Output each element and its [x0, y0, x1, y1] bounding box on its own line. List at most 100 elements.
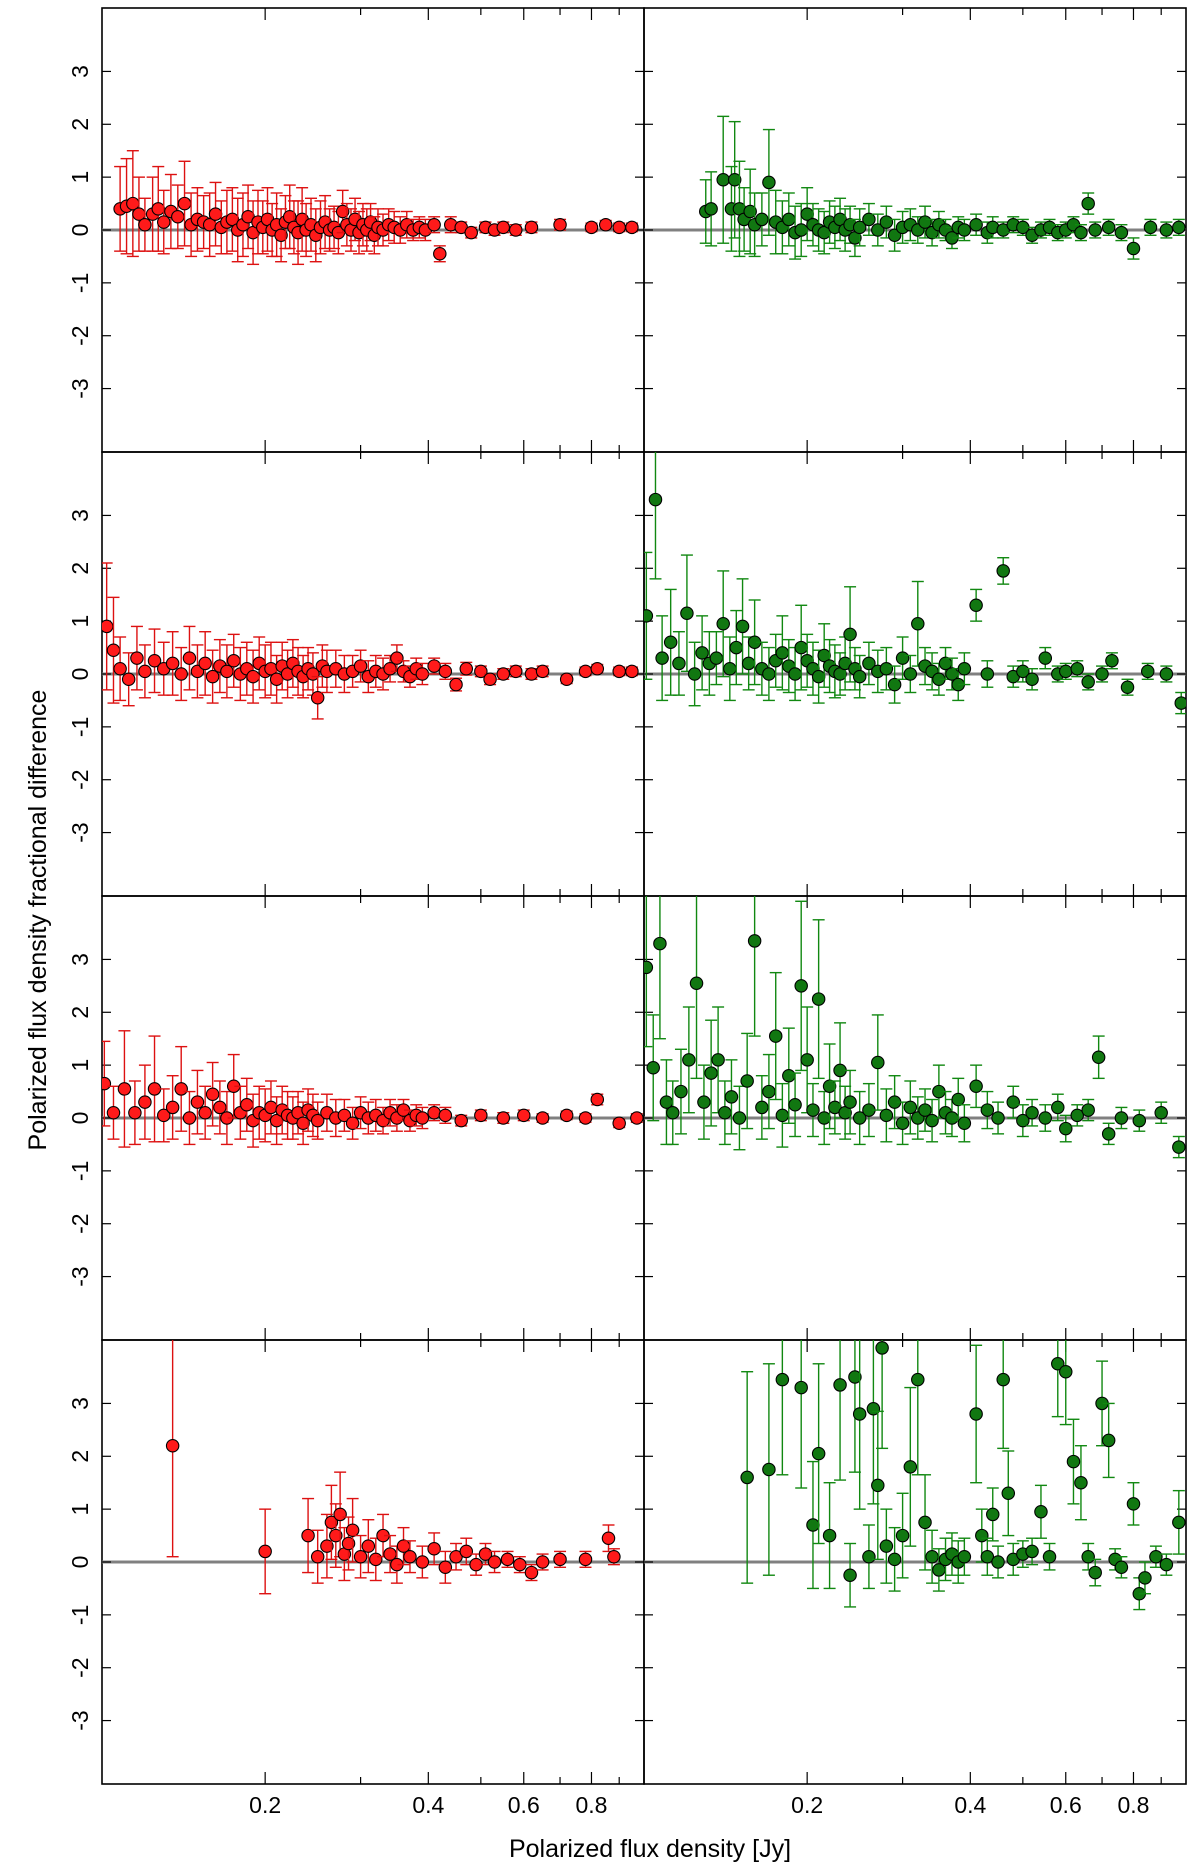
marker — [1159, 1557, 1174, 1572]
data-point — [648, 452, 663, 580]
data-point — [740, 1032, 754, 1130]
marker — [1101, 1433, 1116, 1448]
data-point — [177, 160, 192, 247]
data-point — [1172, 1489, 1186, 1555]
data-point — [848, 1340, 862, 1473]
marker — [727, 173, 742, 187]
marker — [887, 228, 902, 243]
marker — [1172, 220, 1186, 235]
marker — [427, 659, 441, 673]
data-point — [740, 1371, 754, 1584]
data-point — [1101, 1402, 1116, 1479]
data-point — [459, 661, 474, 676]
data-point — [240, 641, 254, 696]
y-tick-label: -3 — [67, 1710, 93, 1730]
marker — [794, 1380, 808, 1395]
data-point — [396, 1526, 411, 1566]
y-tick-label: 3 — [67, 65, 93, 78]
marker — [264, 1100, 278, 1115]
marker — [862, 656, 876, 671]
data-point — [241, 184, 255, 250]
data-point — [653, 896, 667, 1040]
marker — [689, 976, 704, 990]
data-point — [957, 1537, 972, 1576]
marker — [1051, 1357, 1065, 1371]
data-point — [945, 226, 959, 250]
data-point — [644, 551, 654, 680]
marker — [663, 635, 678, 650]
data-point — [1159, 221, 1174, 239]
data-point — [553, 1550, 567, 1568]
data-point — [310, 675, 325, 720]
data-point — [415, 662, 430, 686]
marker — [341, 1536, 356, 1551]
data-point — [113, 636, 127, 702]
data-point — [590, 1092, 605, 1107]
marker — [151, 202, 166, 216]
data-point — [584, 220, 599, 235]
data-point — [449, 677, 463, 692]
marker — [724, 1090, 739, 1104]
y-tick-label: -2 — [67, 1213, 93, 1233]
marker — [682, 1053, 696, 1067]
marker — [337, 1108, 352, 1123]
data-point — [535, 664, 550, 679]
y-tick-label: 0 — [67, 1556, 93, 1569]
marker — [871, 1478, 885, 1493]
data-point — [1016, 1104, 1030, 1138]
marker — [415, 1111, 430, 1125]
data-point — [768, 189, 783, 255]
data-point — [788, 1072, 802, 1138]
marker — [911, 1372, 925, 1387]
marker — [474, 664, 488, 679]
marker — [333, 1507, 347, 1522]
marker — [427, 217, 441, 232]
marker — [1114, 225, 1129, 240]
data-point — [559, 672, 574, 687]
data-point — [427, 657, 441, 675]
marker — [775, 1372, 790, 1387]
data-point — [716, 115, 730, 244]
data-point — [208, 181, 223, 247]
marker — [415, 1555, 430, 1569]
marker — [1070, 661, 1084, 676]
data-point — [190, 1069, 205, 1135]
marker — [716, 173, 730, 187]
marker — [653, 936, 667, 951]
x-tick-label: 0.6 — [1050, 1792, 1082, 1818]
marker — [1172, 1140, 1186, 1154]
data-point — [747, 896, 762, 1037]
marker — [590, 1092, 605, 1107]
marker — [1074, 1475, 1088, 1490]
marker — [198, 656, 212, 671]
data-point — [1059, 662, 1073, 680]
marker — [553, 217, 567, 232]
data-point — [875, 1340, 889, 1450]
marker — [578, 1552, 593, 1567]
data-point — [918, 1088, 932, 1132]
data-point — [724, 1059, 739, 1135]
data-point — [383, 1098, 397, 1127]
marker — [102, 619, 114, 634]
data-point — [1114, 1556, 1129, 1579]
series-points — [102, 562, 639, 720]
marker — [310, 1113, 325, 1128]
marker — [1095, 667, 1109, 681]
data-point — [205, 649, 220, 704]
marker — [1140, 664, 1155, 679]
data-point — [775, 1082, 790, 1148]
y-tick-label: 3 — [67, 1397, 93, 1410]
marker — [1070, 1108, 1084, 1123]
marker — [369, 1552, 383, 1567]
data-point — [833, 1340, 847, 1481]
data-point — [151, 165, 166, 252]
marker — [174, 1082, 188, 1096]
data-point — [438, 662, 453, 680]
data-point — [735, 578, 750, 675]
marker — [788, 1098, 802, 1112]
data-point — [612, 664, 626, 679]
marker — [1088, 223, 1102, 237]
marker — [762, 1462, 776, 1477]
marker — [1081, 196, 1095, 211]
data-point — [887, 1075, 902, 1130]
